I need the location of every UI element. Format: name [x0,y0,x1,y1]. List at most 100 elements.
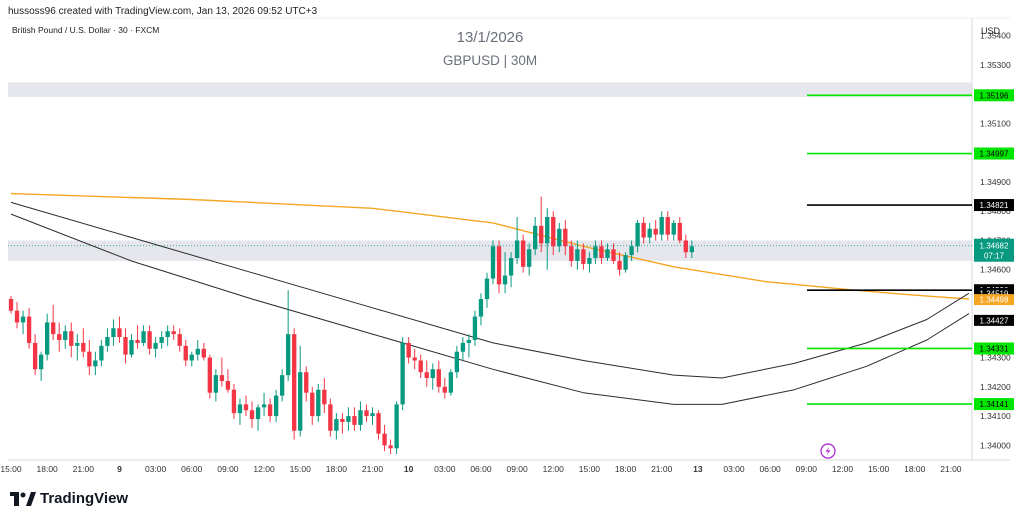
level-label: 1.34141 [974,398,1014,411]
candle-body [539,225,544,244]
y-tick-label: 1.34900 [980,177,1011,187]
candle-body [285,334,291,376]
candle-body [219,375,225,381]
x-axis[interactable]: 15:00 18:00 21:00 9 03:00 06:00 09:00 12:00 15:0… [0,464,961,474]
candle-body [545,217,550,244]
candle-body [581,249,586,264]
x-tick-label: 15:00 [579,464,601,474]
brand-logo: TradingView [10,490,128,507]
y-tick-label: 1.34600 [980,265,1011,275]
candle-body [26,316,32,343]
candle-body [605,249,610,259]
candle-body [569,246,574,261]
candle-body [551,217,556,247]
axis-lines [8,17,1010,461]
level-label-bg [974,342,1014,355]
candle-body [406,342,411,358]
candle-body [225,380,231,390]
level-label-text: 1.35196 [980,91,1009,100]
brand-name: TradingView [40,490,129,507]
candle-body [267,404,273,417]
candle-body [514,240,520,259]
candle-body [153,342,158,349]
level-label-text: 1.34997 [980,150,1009,159]
price-badge: 1.34427 [974,314,1014,326]
candle-body [189,354,194,361]
candle-body [653,228,658,235]
level-label-bg [974,398,1014,411]
x-tick-label: 21:00 [73,464,95,474]
candle-body [665,217,670,235]
candle-body [32,342,38,370]
candle-body [159,337,164,343]
candle-body [533,225,538,250]
x-tick-label: 12:00 [253,464,275,474]
candle-body [57,334,62,340]
currency-label[interactable]: USD [981,26,1001,36]
candle-body [310,392,315,417]
x-tick-label: 15:00 [868,464,890,474]
candle-body [201,348,206,358]
lightning-icon[interactable] [820,443,836,459]
x-tick-label: 12:00 [543,464,565,474]
candle-body [316,389,321,417]
candle-body [563,228,568,247]
x-tick-label: 03:00 [145,464,167,474]
candle-body [14,310,20,323]
level-label-bg [974,89,1014,102]
candle-body [93,360,98,367]
candle-body [44,322,50,355]
level-label-text: 1.34141 [980,400,1009,409]
candle-body [8,299,14,311]
candle-body [346,416,351,422]
x-tick-label: 15:00 [0,464,22,474]
x-tick-label: 09:00 [506,464,528,474]
y-tick-label: 1.35400 [980,31,1011,41]
candle-body [141,331,146,343]
candle-body [496,246,502,285]
level-label: 1.34821 [974,199,1014,212]
price-badge: 1.34498 [974,294,1014,306]
candle-body [298,372,303,431]
x-tick-label: 03:00 [434,464,456,474]
x-tick-label: 18:00 [326,464,348,474]
candle-body [99,345,104,361]
x-tick-label: 03:00 [723,464,745,474]
x-tick-label: 18:00 [615,464,637,474]
candle-body [424,372,429,379]
candle-body [400,342,405,405]
symbol-description[interactable]: British Pound / U.S. Dollar · 30 · FXCM [12,25,160,35]
price-badge-bg [974,287,1014,299]
price-badge-text: 1.34427 [980,316,1009,325]
candle-body [352,416,357,425]
candle-body [677,222,682,241]
candle-body [683,240,688,253]
candle-body [322,389,327,405]
level-label-bg [974,199,1014,212]
candle-body [261,404,267,408]
levels-layer [807,94,972,405]
x-tick-label: 9 [117,464,122,474]
zones-layer [8,82,972,261]
candle-body [195,348,200,355]
candle-body [490,246,496,279]
x-tick-label: 21:00 [362,464,384,474]
candle-body [63,331,68,340]
price-badge-text: 1.34519 [980,289,1009,298]
x-tick-label: 15:00 [290,464,312,474]
candle-body [370,413,375,417]
zone-0 [8,82,972,98]
candle-body [599,246,604,259]
x-tick-label: 10 [404,464,414,474]
candle-body [647,228,652,238]
candle-body [430,369,435,379]
band-upper-line [10,201,970,379]
x-tick-label: 13 [693,464,703,474]
price-badge-countdown: 07:17 [984,252,1005,261]
level-label: 1.35196 [974,89,1014,102]
credit-line: hussoss96 created with TradingView.com, … [8,6,318,17]
candle-body [635,222,640,247]
x-tick-label: 21:00 [940,464,962,474]
